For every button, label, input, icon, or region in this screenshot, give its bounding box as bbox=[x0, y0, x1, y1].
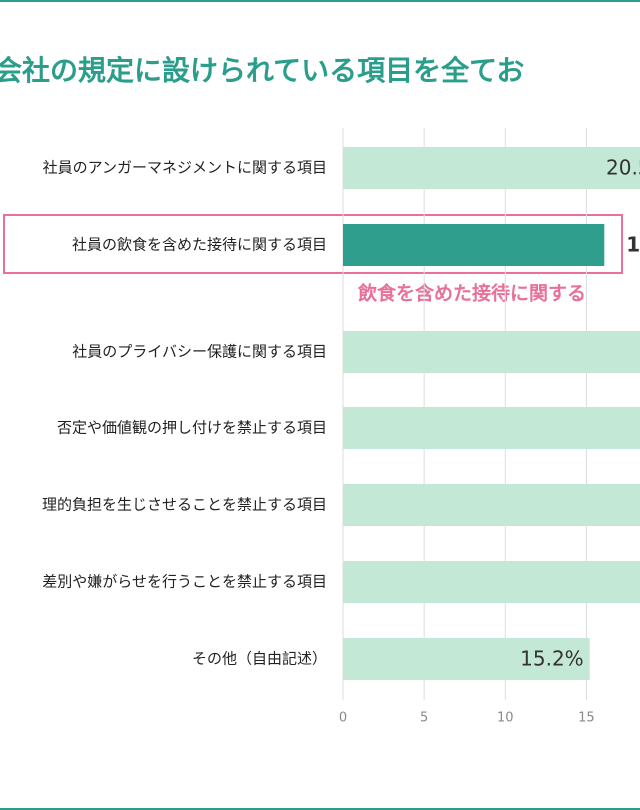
bar bbox=[343, 224, 605, 266]
x-tick-label: 5 bbox=[420, 711, 428, 726]
bar bbox=[343, 561, 640, 603]
bar bbox=[343, 331, 640, 373]
x-tick-label: 15 bbox=[578, 711, 595, 726]
value-label: 16.1% bbox=[626, 233, 640, 257]
value-label: 15.2% bbox=[520, 647, 584, 671]
bar bbox=[343, 638, 590, 680]
highlight-box bbox=[3, 214, 623, 274]
category-label: その他（自由記述） bbox=[192, 650, 327, 668]
category-label: 社員のアンガーマネジメントに関する項目 bbox=[43, 159, 327, 177]
bar bbox=[343, 407, 640, 449]
category-label: 差別や嫌がらせを行うことを禁止する項目 bbox=[42, 573, 327, 591]
category-label: 社員のプライバシー保護に関する項目 bbox=[72, 343, 327, 361]
category-label: 理的負担を生じさせることを禁止する項目 bbox=[42, 496, 327, 514]
x-tick-label: 10 bbox=[497, 711, 514, 726]
category-label: 否定や価値観の押し付けを禁止する項目 bbox=[57, 419, 327, 437]
bar bbox=[343, 484, 640, 526]
category-label: 社員の飲食を含めた接待に関する項目 bbox=[72, 236, 327, 254]
bar bbox=[343, 147, 640, 189]
annotation: 飲食を含めた接待に関する bbox=[357, 282, 586, 305]
x-tick-label: 0 bbox=[339, 711, 347, 726]
chart-title: 会社の規定に設けられている項目を全てお bbox=[0, 54, 524, 87]
value-label: 20.5% bbox=[606, 156, 640, 180]
